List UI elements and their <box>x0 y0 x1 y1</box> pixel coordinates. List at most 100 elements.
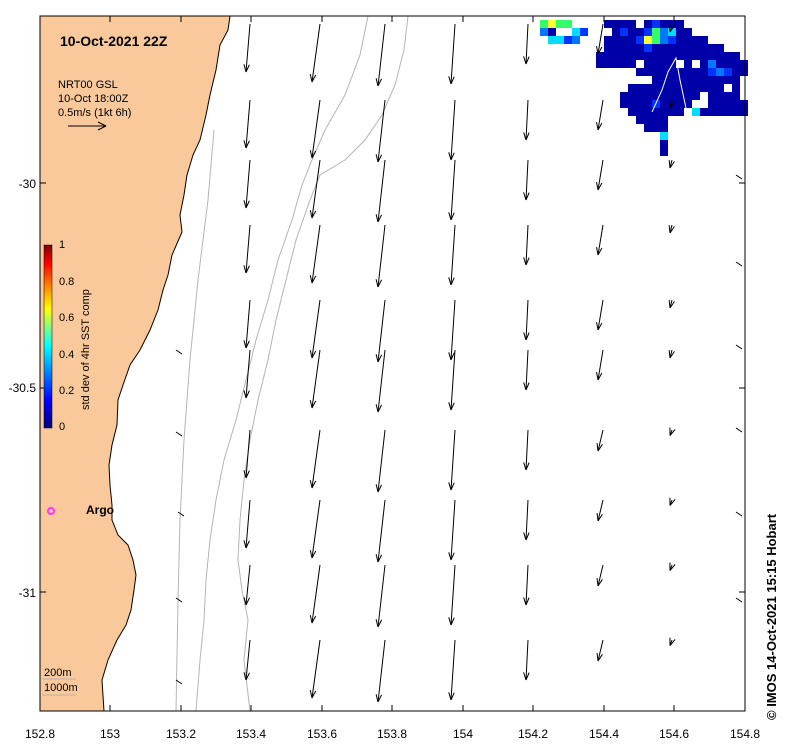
sst-cell <box>724 76 732 84</box>
sst-cell <box>628 36 636 44</box>
sst-cell <box>548 20 556 28</box>
sst-cell <box>708 52 716 60</box>
current-arrow <box>448 159 456 221</box>
sst-cell <box>548 28 556 36</box>
current-arrow <box>523 349 530 391</box>
sst-cell <box>724 100 732 108</box>
colorbar-label: std dev of 4hr SST comp <box>80 289 92 410</box>
sst-cell <box>708 60 716 68</box>
sst-cell <box>700 60 708 68</box>
sst-cell <box>692 36 700 44</box>
current-arrow <box>243 224 251 274</box>
sst-cell <box>708 100 716 108</box>
current-arrow <box>309 299 321 359</box>
sst-cell <box>636 108 644 116</box>
sst-cell <box>652 52 660 60</box>
sst-cell <box>660 20 668 28</box>
sst-cell <box>572 36 580 44</box>
sst-cell <box>636 68 644 76</box>
sst-cell <box>724 52 732 60</box>
sst-cell <box>740 68 748 76</box>
sst-cell <box>620 36 628 44</box>
current-arrow <box>735 427 743 433</box>
sst-cell <box>684 100 692 108</box>
x-tick-label: 154.6 <box>658 727 690 741</box>
sst-cell <box>604 36 612 44</box>
sst-cell <box>612 44 620 52</box>
axis-ticks <box>39 16 746 711</box>
sst-cell <box>660 140 668 148</box>
sst-cell <box>572 28 580 36</box>
sst-cell <box>684 76 692 84</box>
current-arrow <box>596 429 604 452</box>
sst-cell <box>668 100 676 108</box>
sst-cell <box>644 92 652 100</box>
sst-cell <box>644 100 652 108</box>
sst-cell <box>716 108 724 116</box>
sst-cell <box>636 44 644 52</box>
current-arrow <box>448 499 456 561</box>
sst-cell <box>636 100 644 108</box>
current-arrow <box>596 564 604 587</box>
x-tick-label: 153.8 <box>376 727 408 741</box>
sst-cell <box>676 68 684 76</box>
sst-contour-line <box>651 56 687 113</box>
sst-cell <box>636 116 644 124</box>
sst-cell <box>604 20 612 28</box>
colorbar-tick: 0.6 <box>59 312 75 324</box>
depth-legend-200m: 200m <box>44 667 72 679</box>
current-arrow <box>177 511 185 517</box>
sst-cell <box>644 52 652 60</box>
sst-cell <box>628 60 636 68</box>
sst-cell <box>644 116 652 124</box>
colorbar-scale <box>43 244 53 429</box>
sst-cell <box>700 84 708 92</box>
sst-cell <box>620 44 628 52</box>
current-arrow <box>523 99 530 141</box>
sst-cell <box>604 60 612 68</box>
sst-cell <box>660 92 668 100</box>
current-arrow <box>243 499 251 549</box>
current-arrow <box>309 499 321 559</box>
sst-cell <box>628 92 636 100</box>
sst-cell <box>700 36 708 44</box>
current-arrow <box>448 23 456 85</box>
sst-cell <box>684 92 692 100</box>
sst-cell <box>676 20 684 28</box>
current-arrow <box>448 564 456 626</box>
sst-cell <box>716 68 724 76</box>
current-arrow <box>668 159 675 169</box>
colorbar-tick: 0.2 <box>59 385 75 397</box>
sst-cell <box>644 60 652 68</box>
sst-cell <box>676 92 684 100</box>
current-arrow <box>523 429 530 471</box>
sst-cell <box>652 84 660 92</box>
sst-cell <box>564 20 572 28</box>
sst-cell <box>628 20 636 28</box>
sst-cell <box>628 108 636 116</box>
sst-cell <box>668 76 676 84</box>
sst-cell <box>732 52 740 60</box>
sst-cell <box>724 92 732 100</box>
current-arrow <box>375 639 386 703</box>
sst-cell <box>708 76 716 84</box>
current-arrow <box>243 349 251 399</box>
current-arrow <box>669 562 676 571</box>
colorbar-tick: 0 <box>59 421 66 433</box>
sst-cell <box>676 108 684 116</box>
current-arrow <box>596 99 604 131</box>
scale-arrow-icon <box>68 121 107 131</box>
sst-cell <box>644 68 652 76</box>
current-arrow <box>596 224 604 256</box>
sst-cell <box>580 28 588 36</box>
sst-cell <box>620 100 628 108</box>
current-arrow <box>309 349 321 409</box>
isobath-200m <box>237 15 409 712</box>
vector-time: 10-Oct 18:00Z <box>58 93 129 105</box>
sst-cell <box>708 44 716 52</box>
current-arrow <box>596 499 604 522</box>
y-tick-label: -30 <box>18 177 36 191</box>
current-arrow <box>243 99 251 149</box>
current-arrow <box>375 499 386 563</box>
